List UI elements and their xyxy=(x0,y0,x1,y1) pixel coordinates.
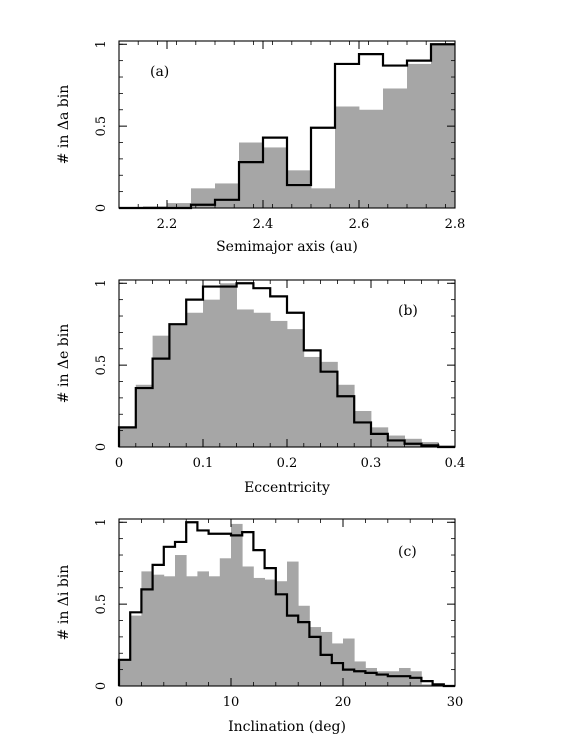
histogram-bar xyxy=(119,427,137,447)
histogram-bar xyxy=(215,183,240,208)
histogram-bar xyxy=(383,88,408,208)
histogram-bar xyxy=(371,427,389,447)
histogram-bar xyxy=(186,312,204,447)
histogram-bar xyxy=(186,576,198,686)
histogram-bar xyxy=(175,555,187,686)
histogram-bar xyxy=(335,106,360,208)
histogram-bar xyxy=(236,309,254,447)
panel-tag: (a) xyxy=(150,64,169,80)
histogram-bar xyxy=(376,671,389,686)
panel-tag: (c) xyxy=(398,544,417,560)
x-tick-label: 0.3 xyxy=(361,456,382,471)
histogram-bar xyxy=(208,576,221,686)
x-tick-label: 30 xyxy=(447,695,464,710)
x-axis-label: Semimajor axis (au) xyxy=(216,239,358,255)
y-tick-label: 0 xyxy=(94,682,109,690)
histogram-bar xyxy=(365,667,377,686)
histogram-bar xyxy=(320,631,333,686)
x-tick-label: 2.4 xyxy=(253,217,274,232)
plot-frame xyxy=(118,40,456,209)
histogram-bar xyxy=(287,561,299,686)
y-tick-label: 0.5 xyxy=(94,116,109,137)
y-tick-label: 0 xyxy=(94,443,109,451)
x-tick-label: 0.2 xyxy=(277,456,298,471)
chart-panel-b: 0 0.1 0.2 0.3 0.4 0 0.5 1 Eccentricity # in Δe bi… xyxy=(56,279,465,496)
histogram-bar xyxy=(191,188,216,208)
histogram-bar xyxy=(287,170,312,208)
histogram-bar xyxy=(253,312,271,447)
histogram-bar xyxy=(197,571,209,686)
step-histogram-line xyxy=(117,521,455,688)
histogram-bar xyxy=(337,384,355,447)
histogram-bar xyxy=(275,581,288,686)
histogram-bar xyxy=(298,605,310,686)
histogram-bar xyxy=(242,566,254,686)
histogram-bar xyxy=(152,574,165,686)
y-tick-label: 1 xyxy=(94,518,109,526)
y-tick-label: 1 xyxy=(94,40,109,48)
step-histogram-line xyxy=(117,282,455,449)
x-axis-label: Inclination (deg) xyxy=(228,719,346,735)
histogram-bar xyxy=(163,576,176,686)
x-tick-label: 2.2 xyxy=(157,217,178,232)
histogram-bar xyxy=(387,671,400,686)
x-tick-label: 2.8 xyxy=(445,217,466,232)
y-axis-label: # in Δe bin xyxy=(56,324,72,403)
x-tick-label: 20 xyxy=(335,695,352,710)
histogram-bar xyxy=(167,203,192,208)
x-tick-label: 0.4 xyxy=(445,456,466,471)
y-tick-label: 0 xyxy=(94,204,109,212)
x-tick-label: 0 xyxy=(115,456,123,471)
histogram-bar xyxy=(141,571,153,686)
histogram-bar xyxy=(270,320,288,447)
x-tick-label: 0 xyxy=(115,695,123,710)
histogram-bar xyxy=(135,384,153,447)
y-tick-label: 0.5 xyxy=(94,594,109,615)
histogram-bar xyxy=(309,627,321,686)
histogram-bar xyxy=(407,63,432,208)
x-tick-label: 10 xyxy=(223,695,240,710)
chart-panel-a: 2.2 2.4 2.6 2.8 0 0.5 1 Semimajor axis (au) # in… xyxy=(56,40,465,255)
histogram-bar xyxy=(331,643,344,686)
histogram-bar xyxy=(119,659,131,686)
histogram-bar xyxy=(311,188,336,208)
histogram-bar xyxy=(253,577,265,686)
histogram-bar xyxy=(203,299,221,447)
histogram-bar xyxy=(359,109,384,208)
histogram-bar xyxy=(320,361,338,447)
chart-panel-c: 0 10 20 30 0 0.5 1 Inclination (deg) # in Δi bin… xyxy=(56,518,463,735)
histogram-bar xyxy=(343,638,355,686)
plot-frame xyxy=(118,518,456,687)
histogram-bar xyxy=(219,558,232,686)
histogram-bar xyxy=(130,615,142,686)
y-axis-label: # in Δi bin xyxy=(56,565,72,641)
histogram-bar xyxy=(239,142,264,208)
histogram-bar xyxy=(303,356,321,447)
x-tick-label: 0.1 xyxy=(193,456,214,471)
x-tick-label: 2.6 xyxy=(349,217,370,232)
step-histogram-line xyxy=(119,43,455,210)
histogram-bar xyxy=(169,324,187,447)
histogram-bar xyxy=(354,410,372,447)
histogram-bar xyxy=(231,523,243,686)
histogram-bar xyxy=(354,661,366,686)
x-axis-label: Eccentricity xyxy=(244,480,330,496)
histogram-bar xyxy=(263,147,288,208)
histogram-bar xyxy=(152,335,170,447)
y-axis-label: # in Δa bin xyxy=(56,85,72,165)
histogram-bar xyxy=(219,283,237,447)
panel-tag: (b) xyxy=(398,303,418,319)
histogram-bar xyxy=(287,329,305,447)
y-tick-label: 0.5 xyxy=(94,355,109,376)
histogram-bar xyxy=(421,684,433,686)
y-tick-label: 1 xyxy=(94,279,109,287)
histogram-bar xyxy=(264,579,277,686)
